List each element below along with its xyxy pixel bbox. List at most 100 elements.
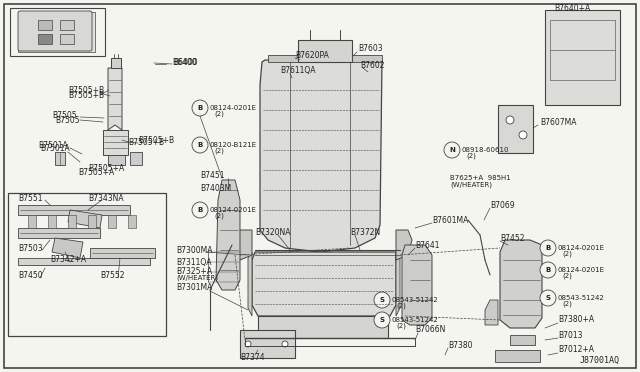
Text: 08918-60610: 08918-60610	[462, 147, 509, 153]
Text: B7342+A: B7342+A	[50, 256, 86, 264]
Text: B7374: B7374	[240, 353, 264, 362]
Text: 08543-51242: 08543-51242	[558, 295, 605, 301]
Circle shape	[519, 131, 527, 139]
Text: 08124-0201E: 08124-0201E	[210, 207, 257, 213]
Text: B7343NA: B7343NA	[88, 193, 124, 202]
Text: B7380+A: B7380+A	[558, 315, 594, 324]
Text: B7403M: B7403M	[200, 183, 231, 192]
Polygon shape	[298, 40, 352, 62]
Polygon shape	[258, 316, 388, 338]
Text: B: B	[197, 105, 203, 111]
Polygon shape	[88, 215, 96, 228]
Polygon shape	[495, 350, 540, 362]
Text: (2): (2)	[214, 148, 224, 154]
Text: B7602: B7602	[360, 61, 385, 70]
Text: B7641: B7641	[415, 241, 440, 250]
Bar	[10, 8, 105, 56]
Polygon shape	[18, 12, 95, 52]
Circle shape	[506, 116, 514, 124]
Circle shape	[374, 292, 390, 308]
Polygon shape	[248, 252, 252, 316]
Text: B7013: B7013	[558, 330, 582, 340]
Text: (W/HEATER): (W/HEATER)	[176, 275, 218, 281]
Text: B7505+B: B7505+B	[68, 90, 104, 99]
Text: B6400: B6400	[173, 58, 198, 67]
Circle shape	[540, 240, 556, 256]
Polygon shape	[68, 210, 102, 228]
Text: (2): (2)	[396, 303, 406, 309]
Polygon shape	[402, 245, 432, 325]
Polygon shape	[216, 180, 240, 290]
Polygon shape	[28, 215, 36, 228]
Polygon shape	[18, 258, 150, 265]
Polygon shape	[232, 230, 252, 260]
Text: B: B	[197, 142, 203, 148]
Text: B7505+B: B7505+B	[138, 135, 174, 144]
Text: 08124-0201E: 08124-0201E	[558, 245, 605, 251]
Polygon shape	[108, 215, 116, 228]
Text: B7503: B7503	[18, 244, 43, 253]
Polygon shape	[103, 130, 128, 155]
Text: B7325+A: B7325+A	[176, 267, 212, 276]
Polygon shape	[18, 228, 100, 238]
Polygon shape	[90, 248, 155, 258]
FancyBboxPatch shape	[18, 11, 92, 51]
Text: B: B	[197, 207, 203, 213]
Circle shape	[192, 100, 208, 116]
Text: B7505+B: B7505+B	[128, 138, 164, 147]
Polygon shape	[68, 215, 76, 228]
Polygon shape	[48, 215, 56, 228]
Text: B7012+A: B7012+A	[558, 346, 594, 355]
Text: B7300MA: B7300MA	[176, 246, 212, 254]
Text: 08124-0201E: 08124-0201E	[558, 267, 605, 273]
Text: (2): (2)	[396, 323, 406, 329]
Polygon shape	[52, 238, 83, 258]
Circle shape	[444, 142, 460, 158]
Polygon shape	[130, 152, 142, 165]
Circle shape	[540, 262, 556, 278]
Bar	[38, 34, 52, 44]
Text: B7505: B7505	[55, 115, 79, 125]
Text: B7452: B7452	[500, 234, 525, 243]
Polygon shape	[252, 252, 396, 316]
Text: B7625+A  985H1: B7625+A 985H1	[450, 175, 511, 181]
Text: J87001AQ: J87001AQ	[580, 356, 620, 365]
Bar	[498, 105, 533, 153]
Text: B7611QA: B7611QA	[280, 65, 316, 74]
Text: S: S	[380, 317, 385, 323]
Text: S: S	[380, 297, 385, 303]
Polygon shape	[18, 205, 130, 215]
Text: B7607MA: B7607MA	[540, 118, 577, 126]
Text: B7311QA: B7311QA	[176, 257, 211, 266]
Circle shape	[192, 137, 208, 153]
Polygon shape	[485, 300, 498, 325]
Text: 08120-B121E: 08120-B121E	[210, 142, 257, 148]
Circle shape	[540, 290, 556, 306]
Text: B: B	[545, 267, 550, 273]
Circle shape	[374, 312, 390, 328]
Text: B7640+A: B7640+A	[554, 3, 590, 13]
Text: (2): (2)	[562, 273, 572, 279]
Polygon shape	[128, 215, 136, 228]
Text: B7501A: B7501A	[38, 141, 68, 150]
Polygon shape	[111, 58, 121, 68]
Text: 08543-51242: 08543-51242	[392, 297, 439, 303]
Text: B7069: B7069	[490, 201, 515, 209]
Circle shape	[192, 202, 208, 218]
Polygon shape	[55, 152, 65, 165]
Polygon shape	[396, 252, 400, 316]
Circle shape	[245, 341, 251, 347]
Text: B7551: B7551	[18, 193, 42, 202]
Text: B7450: B7450	[18, 270, 43, 279]
Text: B7380: B7380	[448, 340, 472, 350]
Text: (2): (2)	[214, 213, 224, 219]
Circle shape	[282, 341, 288, 347]
Polygon shape	[396, 230, 412, 260]
Text: B: B	[545, 245, 550, 251]
Bar	[38, 20, 52, 30]
Polygon shape	[510, 335, 535, 345]
Text: B6400: B6400	[172, 58, 196, 67]
Text: B7552: B7552	[100, 270, 125, 279]
Bar	[60, 34, 74, 44]
Text: (2): (2)	[562, 251, 572, 257]
